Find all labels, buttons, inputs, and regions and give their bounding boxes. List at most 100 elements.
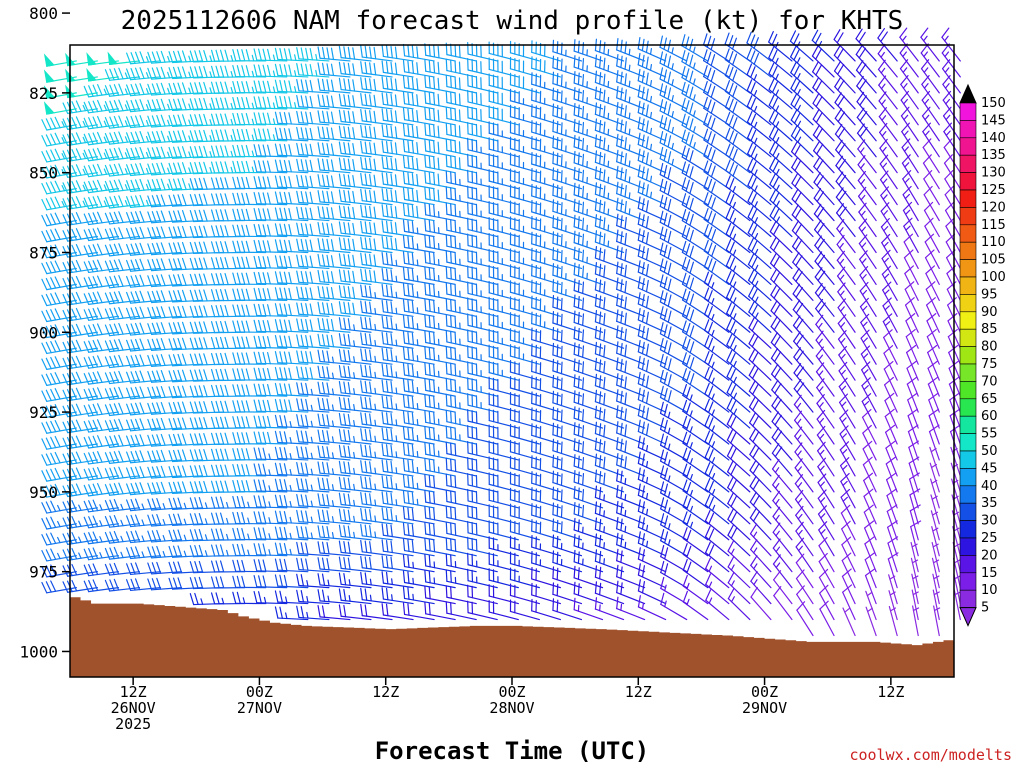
barb-full-feather (321, 206, 326, 219)
barb-full-feather (219, 528, 225, 541)
barb-full-feather (279, 606, 283, 619)
barb-full-feather (300, 382, 305, 395)
barb-full-feather (283, 271, 288, 284)
barb-full-feather (50, 468, 57, 481)
barb-full-feather (189, 321, 195, 334)
barb-full-feather (245, 176, 250, 190)
barb-full-feather (454, 459, 457, 473)
barb-full-feather (83, 532, 90, 545)
barb-full-feather (253, 239, 258, 253)
barb-full-feather (300, 222, 305, 236)
barb-full-feather (317, 317, 321, 331)
barb-full-feather (151, 514, 157, 527)
barb-full-feather (305, 382, 309, 396)
barb-full-feather (321, 381, 326, 395)
barb-half-feather (209, 71, 213, 78)
wind-barb (317, 413, 351, 429)
barb-full-feather (113, 339, 120, 352)
barb-full-feather (219, 161, 225, 174)
barb-full-feather (75, 196, 82, 208)
barb-full-feather (232, 511, 237, 525)
barb-full-feather (262, 559, 267, 572)
barb-full-feather (45, 182, 52, 194)
barb-half-feather (331, 516, 335, 523)
barb-full-feather (300, 127, 305, 140)
barb-full-feather (283, 239, 288, 253)
barb-full-feather (433, 108, 436, 122)
barb-full-feather (71, 372, 78, 384)
barb-full-feather (181, 82, 187, 95)
barb-half-feather (145, 104, 150, 111)
barb-full-feather (104, 452, 111, 464)
wind-barb (317, 317, 351, 333)
barb-full-feather (71, 484, 78, 496)
barb-full-feather (433, 332, 436, 345)
barb-full-feather (258, 319, 262, 333)
barb-full-feather (262, 367, 267, 381)
wind-barb (232, 65, 267, 78)
barb-full-feather (321, 78, 326, 92)
barb-full-feather (172, 130, 178, 143)
barb-full-feather (151, 466, 157, 479)
barb-full-feather (189, 82, 195, 95)
barb-half-feather (331, 484, 335, 491)
barb-full-feather (147, 67, 153, 80)
barb-full-feather (126, 228, 132, 240)
barb-full-feather (300, 238, 305, 252)
barb-full-feather (424, 266, 427, 280)
barb-full-feather (203, 113, 208, 126)
barb-full-feather (274, 606, 279, 619)
barb-full-feather (283, 80, 288, 93)
wind-barb (296, 366, 330, 381)
barb-full-feather (156, 67, 162, 80)
barb-full-feather (309, 159, 314, 173)
barb-full-feather (109, 148, 115, 161)
barb-full-feather (450, 474, 452, 488)
wind-barb (296, 110, 330, 126)
barb-full-feather (113, 275, 120, 288)
barb-full-feather (428, 267, 431, 281)
barb-full-feather (321, 557, 326, 570)
barb-full-feather (139, 290, 145, 303)
barb-full-feather (75, 451, 82, 464)
barb-full-feather (224, 448, 229, 461)
barb-full-feather (326, 270, 330, 284)
wind-barb (296, 398, 330, 413)
barb-full-feather (274, 207, 279, 220)
barb-full-feather (172, 210, 178, 223)
barb-half-feather (416, 339, 419, 347)
barb-full-feather (113, 100, 120, 112)
barb-full-feather (168, 402, 174, 415)
barb-half-feather (167, 183, 171, 191)
barb-full-feather (181, 146, 187, 159)
barb-half-feather (310, 436, 314, 444)
barb-full-feather (71, 101, 78, 113)
barb-full-feather (450, 251, 452, 264)
wind-barb (253, 575, 288, 589)
barb-half-feather (374, 323, 377, 331)
barb-full-feather (241, 49, 246, 62)
barb-full-feather (97, 243, 103, 256)
barb-full-feather (245, 336, 250, 349)
barb-full-feather (445, 282, 448, 295)
barb-full-feather (437, 173, 440, 187)
barb-full-feather (97, 355, 103, 367)
barb-full-feather (194, 289, 199, 302)
barb-full-feather (168, 354, 174, 367)
barb-half-feather (374, 467, 377, 475)
barb-full-feather (54, 419, 61, 432)
barb-full-feather (198, 129, 204, 143)
barb-half-feather (285, 596, 288, 604)
barb-full-feather (428, 586, 431, 600)
barb-full-feather (198, 257, 204, 270)
barb-half-feather (289, 484, 292, 492)
barb-full-feather (104, 164, 111, 177)
barb-full-feather (134, 370, 141, 383)
barb-half-feather (82, 104, 87, 112)
barb-full-feather (326, 494, 330, 507)
barb-full-feather (147, 402, 153, 415)
barb-full-feather (92, 371, 99, 384)
barb-full-feather (283, 383, 288, 396)
barb-full-feather (88, 516, 94, 528)
barb-full-feather (156, 561, 162, 574)
